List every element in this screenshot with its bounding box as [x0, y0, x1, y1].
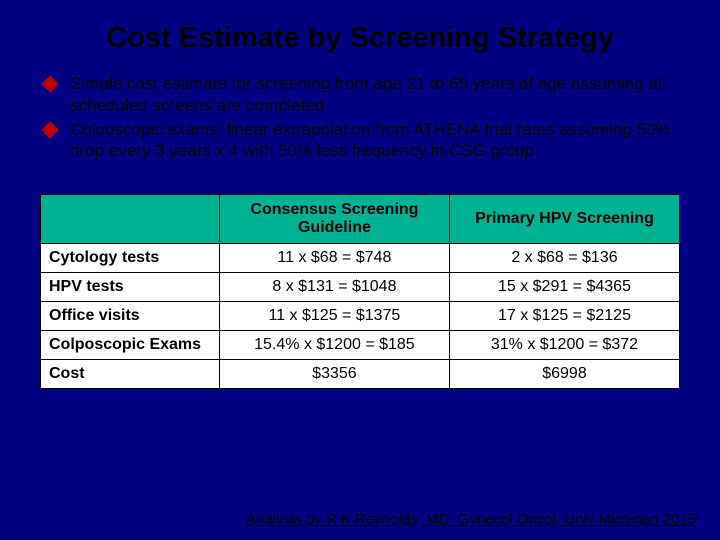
table-row: HPV tests 8 x $131 = $1048 15 x $291 = $…	[41, 273, 680, 302]
cell-value: $6998	[449, 360, 679, 389]
cell-value: 2 x $68 = $136	[449, 244, 679, 273]
cell-value: 17 x $125 = $2125	[449, 302, 679, 331]
row-label: Office visits	[41, 302, 220, 331]
cell-value: 8 x $131 = $1048	[219, 273, 449, 302]
header-primary-hpv: Primary HPV Screening	[449, 195, 679, 244]
bullet-item: Simple cost estimate for screening from …	[40, 73, 672, 117]
table-row: Office visits 11 x $125 = $1375 17 x $12…	[41, 302, 680, 331]
cell-value: $3356	[219, 360, 449, 389]
cell-value: 15 x $291 = $4365	[449, 273, 679, 302]
cost-table: Consensus Screening Guideline Primary HP…	[40, 194, 680, 389]
slide-title: Cost Estimate by Screening Strategy	[0, 0, 720, 73]
row-label: Cytology tests	[41, 244, 220, 273]
header-consensus: Consensus Screening Guideline	[219, 195, 449, 244]
bullet-text: Colposcopic exams: linear extrapolation …	[70, 119, 672, 163]
citation-text: Analysis by R K Reynolds, MD. Gynecol On…	[246, 511, 696, 528]
cell-value: 11 x $68 = $748	[219, 244, 449, 273]
bullet-list: Simple cost estimate for screening from …	[0, 73, 720, 162]
bullet-text: Simple cost estimate for screening from …	[70, 73, 672, 117]
table-row: Cost $3356 $6998	[41, 360, 680, 389]
cell-value: 11 x $125 = $1375	[219, 302, 449, 331]
row-label: HPV tests	[41, 273, 220, 302]
cell-value: 31% x $1200 = $372	[449, 331, 679, 360]
table-header-row: Consensus Screening Guideline Primary HP…	[41, 195, 680, 244]
cost-table-container: Consensus Screening Guideline Primary HP…	[0, 164, 720, 389]
table-row: Colposcopic Exams 15.4% x $1200 = $185 3…	[41, 331, 680, 360]
diamond-icon	[42, 121, 59, 138]
row-label: Cost	[41, 360, 220, 389]
cell-value: 15.4% x $1200 = $185	[219, 331, 449, 360]
diamond-icon	[42, 76, 59, 93]
header-corner	[41, 195, 220, 244]
table-row: Cytology tests 11 x $68 = $748 2 x $68 =…	[41, 244, 680, 273]
row-label: Colposcopic Exams	[41, 331, 220, 360]
bullet-item: Colposcopic exams: linear extrapolation …	[40, 119, 672, 163]
